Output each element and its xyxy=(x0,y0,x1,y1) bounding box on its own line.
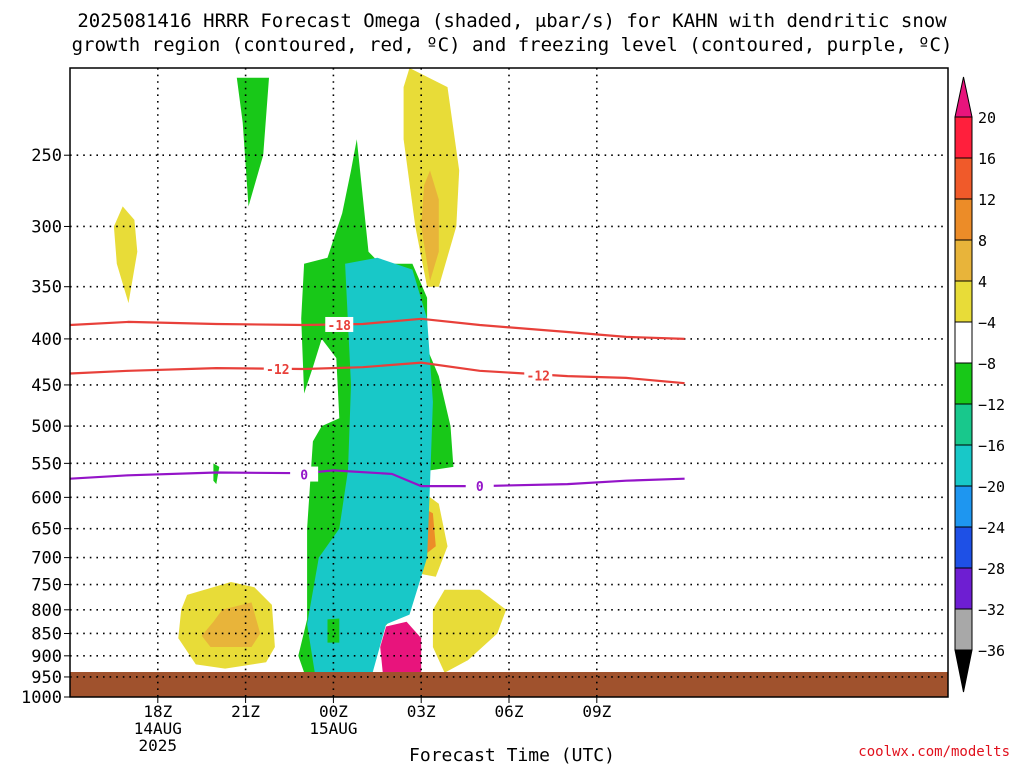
contour-label-bg-1 xyxy=(263,360,292,376)
contour-0 xyxy=(70,317,685,340)
shaded-region-7 xyxy=(432,589,507,673)
colorbar-swatch-9 xyxy=(954,485,973,528)
colorbar-label-13: −36 xyxy=(978,642,1005,660)
chart-title-line-2: growth region (contoured, red, ºC) and f… xyxy=(71,34,953,56)
colorbar-label-3: 8 xyxy=(978,232,987,250)
y-tick-label-950: 950 xyxy=(31,668,62,688)
contour-label-4: 0 xyxy=(476,480,484,495)
colorbar-swatch-11 xyxy=(954,567,973,610)
shaded-region-11 xyxy=(307,257,433,679)
colorbar-label-7: −12 xyxy=(978,396,1005,414)
colorbar-label-6: −8 xyxy=(978,355,996,373)
colorbar-label-1: 16 xyxy=(978,150,996,168)
contour-label-2: -12 xyxy=(527,369,550,384)
temperature-contours: -18 -12 -12 0 0 xyxy=(70,316,685,495)
contour-label-1: -12 xyxy=(266,363,289,378)
y-tick-label-900: 900 xyxy=(31,647,62,667)
contour-label-bg-2 xyxy=(524,367,553,383)
x-tick-label-15-0: 09Z xyxy=(582,702,611,721)
contour-1 xyxy=(70,361,685,385)
colorbar-label-12: −32 xyxy=(978,601,1005,619)
colorbar-swatch-8 xyxy=(954,444,973,487)
shaded-region-13 xyxy=(213,463,220,485)
colorbar-swatch-last xyxy=(954,608,973,651)
colorbar: 20 16 12 8 4 −4 −8 −12 −16 −20 −24 −28 −32 −36 xyxy=(954,76,1005,693)
x-tick-label-9-0: 03Z xyxy=(407,702,436,721)
contour-label-3: 0 xyxy=(300,469,308,484)
y-tick-label-600: 600 xyxy=(31,488,62,508)
y-tick-label-1000: 1000 xyxy=(21,688,62,708)
x-axis-label: Forecast Time (UTC) xyxy=(409,745,615,766)
y-tick-label-700: 700 xyxy=(31,549,62,569)
contour-label-bg-0 xyxy=(325,316,354,332)
y-tick-label-350: 350 xyxy=(31,278,62,298)
grid-lines xyxy=(70,68,948,697)
colorbar-label-11: −28 xyxy=(978,560,1005,578)
colorbar-bottom-arrow xyxy=(954,649,973,693)
colorbar-top-arrow xyxy=(954,76,973,118)
colorbar-label-0: 20 xyxy=(978,109,996,127)
y-tick-label-550: 550 xyxy=(31,454,62,474)
y-tick-label-300: 300 xyxy=(31,217,62,237)
colorbar-swatch-5 xyxy=(954,321,973,364)
shaded-region-12 xyxy=(236,77,269,207)
y-tick-label-750: 750 xyxy=(31,576,62,596)
x-tick-label-6-0: 00Z xyxy=(319,702,348,721)
colorbar-label-2: 12 xyxy=(978,191,996,209)
x-tick-label-3-0: 21Z xyxy=(231,702,260,721)
colorbar-label-9: −20 xyxy=(978,478,1005,496)
colorbar-swatch-7 xyxy=(954,403,973,446)
colorbar-swatch-6 xyxy=(954,362,973,405)
omega-shaded-regions xyxy=(113,68,507,682)
colorbar-label-8: −16 xyxy=(978,437,1005,455)
y-tick-label-450: 450 xyxy=(31,376,62,396)
colorbar-label-4: 4 xyxy=(978,273,987,291)
colorbar-swatch-10 xyxy=(954,526,973,569)
colorbar-swatch-4 xyxy=(954,280,973,323)
colorbar-swatch-2 xyxy=(954,198,973,241)
colorbar-label-10: −24 xyxy=(978,519,1005,537)
shaded-region-6 xyxy=(113,206,138,304)
shaded-region-1 xyxy=(380,621,422,679)
y-tick-label-650: 650 xyxy=(31,520,62,540)
y-tick-label-800: 800 xyxy=(31,601,62,621)
contour-label-bg-3 xyxy=(290,466,319,482)
credit-link[interactable]: coolwx.com/modelts xyxy=(858,744,1010,760)
x-tick-label-0-0: 18Z xyxy=(143,702,172,721)
contour-2 xyxy=(70,469,685,488)
colorbar-label-5: −4 xyxy=(978,314,996,332)
x-tick-label-0-1: 14AUG xyxy=(134,719,182,738)
contour-label-0: -18 xyxy=(328,319,352,334)
colorbar-swatch-0 xyxy=(954,116,973,159)
contour-label-bg-4 xyxy=(465,478,494,494)
colorbar-swatch-1 xyxy=(954,157,973,200)
colorbar-swatch-3 xyxy=(954,239,973,282)
y-tick-label-500: 500 xyxy=(31,417,62,437)
x-tick-label-12-0: 06Z xyxy=(495,702,524,721)
y-tick-label-850: 850 xyxy=(31,624,62,644)
x-tick-label-0-2: 2025 xyxy=(139,736,178,755)
y-axis-ticks: 250 300 350 400 450 500 550 600 650 700 750 800 850 9… xyxy=(21,146,70,708)
x-tick-label-6-1: 15AUG xyxy=(309,719,357,738)
shaded-region-5 xyxy=(421,170,439,282)
y-tick-label-400: 400 xyxy=(31,330,62,350)
chart-title-line-1: 2025081416 HRRR Forecast Omega (shaded, … xyxy=(77,10,947,32)
y-tick-label-250: 250 xyxy=(31,146,62,166)
